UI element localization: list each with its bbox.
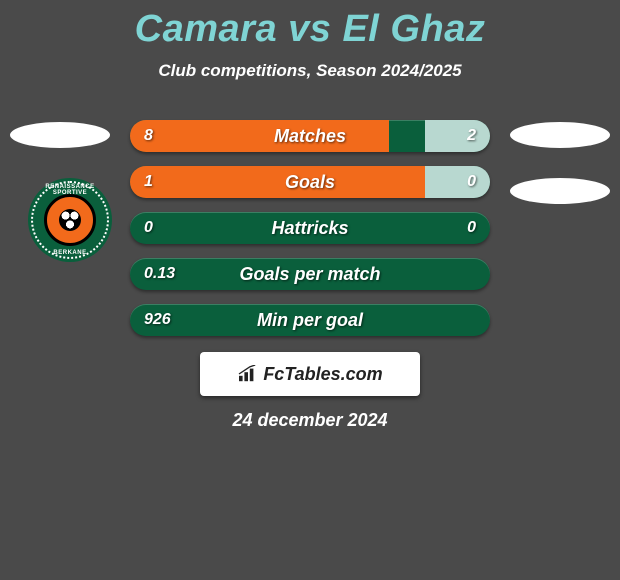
stat-row: 0.13Goals per match xyxy=(130,258,490,290)
stat-label: Goals xyxy=(130,166,490,198)
stat-label: Hattricks xyxy=(130,212,490,244)
player-right-placeholder xyxy=(510,122,610,148)
stats-container: 8Matches21Goals00Hattricks00.13Goals per… xyxy=(130,120,490,350)
brand-text: FcTables.com xyxy=(263,364,382,385)
stat-value-right: 0 xyxy=(467,212,476,244)
player-left-placeholder xyxy=(10,122,110,148)
stat-label: Goals per match xyxy=(130,258,490,290)
club-left-badge: RENAISSANCE SPORTIVE BERKANE xyxy=(28,178,112,262)
brand-box[interactable]: FcTables.com xyxy=(200,352,420,396)
stat-row: 8Matches2 xyxy=(130,120,490,152)
badge-inner xyxy=(44,194,96,246)
stat-row: 926Min per goal xyxy=(130,304,490,336)
club-right-placeholder xyxy=(510,178,610,204)
bar-chart-icon xyxy=(237,365,259,383)
stat-label: Matches xyxy=(130,120,490,152)
stat-value-right: 0 xyxy=(467,166,476,198)
stat-row: 0Hattricks0 xyxy=(130,212,490,244)
subtitle: Club competitions, Season 2024/2025 xyxy=(0,61,620,81)
date-line: 24 december 2024 xyxy=(0,410,620,431)
stat-label: Min per goal xyxy=(130,304,490,336)
badge-bottom-text: BERKANE xyxy=(28,250,112,256)
stat-row: 1Goals0 xyxy=(130,166,490,198)
soccer-ball-icon xyxy=(59,209,81,231)
stat-value-right: 2 xyxy=(467,120,476,152)
page-title: Camara vs El Ghaz xyxy=(0,0,620,51)
